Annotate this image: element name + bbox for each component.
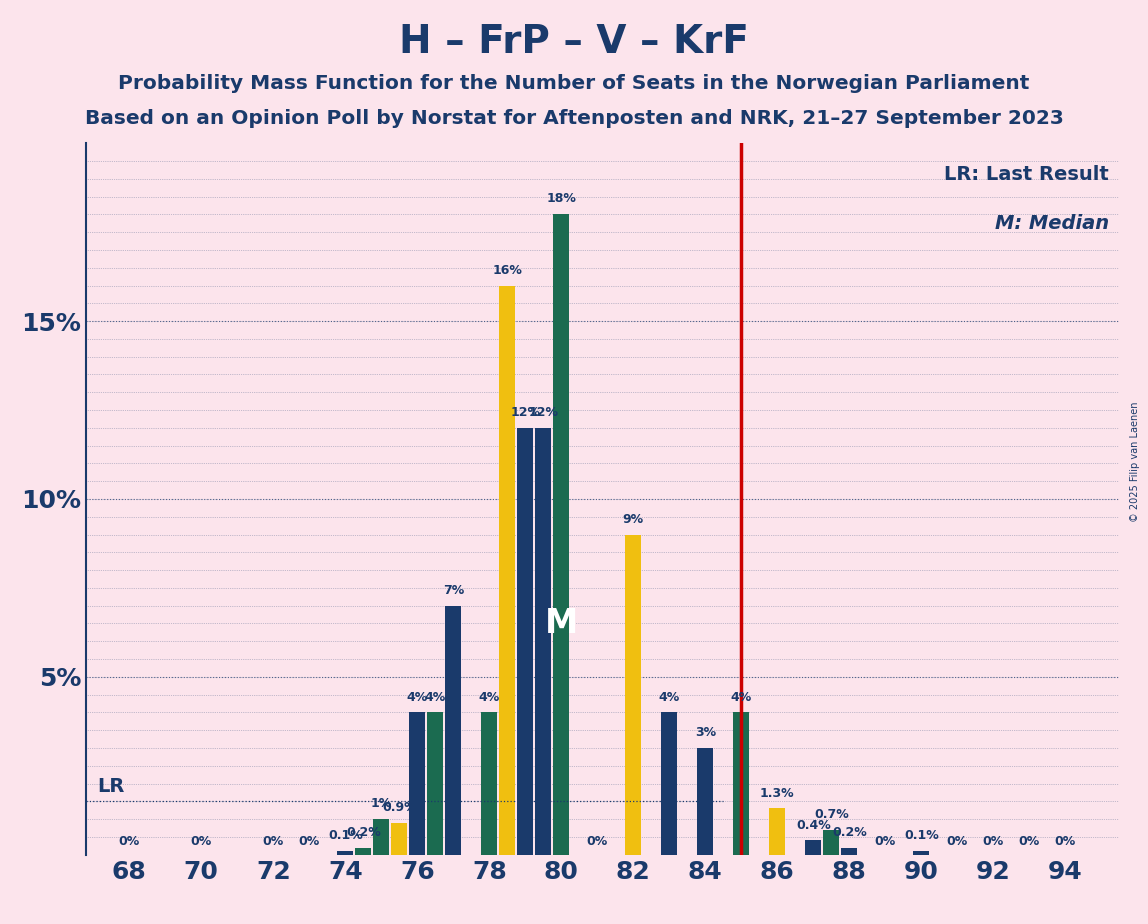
Text: 4%: 4% bbox=[659, 690, 680, 703]
Text: 0%: 0% bbox=[118, 835, 140, 848]
Text: 0.1%: 0.1% bbox=[328, 829, 363, 843]
Text: 3%: 3% bbox=[695, 726, 716, 739]
Text: 1.3%: 1.3% bbox=[760, 786, 794, 799]
Text: Probability Mass Function for the Number of Seats in the Norwegian Parliament: Probability Mass Function for the Number… bbox=[118, 74, 1030, 93]
Text: 4%: 4% bbox=[406, 690, 428, 703]
Text: 4%: 4% bbox=[425, 690, 445, 703]
Text: Based on an Opinion Poll by Norstat for Aftenposten and NRK, 21–27 September 202: Based on an Opinion Poll by Norstat for … bbox=[85, 109, 1063, 128]
Text: 0%: 0% bbox=[983, 835, 1003, 848]
Text: 7%: 7% bbox=[443, 584, 464, 597]
Bar bbox=[355, 847, 372, 855]
Text: 0.4%: 0.4% bbox=[796, 819, 831, 832]
Bar bbox=[391, 822, 408, 855]
Bar bbox=[823, 830, 839, 855]
Text: 4%: 4% bbox=[479, 690, 499, 703]
Bar bbox=[769, 808, 785, 855]
Bar bbox=[805, 841, 822, 855]
Bar bbox=[338, 851, 354, 855]
Text: © 2025 Filip van Laenen: © 2025 Filip van Laenen bbox=[1130, 402, 1140, 522]
Bar bbox=[481, 712, 497, 855]
Text: 0.2%: 0.2% bbox=[346, 826, 381, 839]
Text: 0%: 0% bbox=[191, 835, 212, 848]
Bar bbox=[535, 428, 551, 855]
Text: 0%: 0% bbox=[263, 835, 284, 848]
Bar bbox=[373, 820, 389, 855]
Bar bbox=[734, 712, 750, 855]
Text: M: Median: M: Median bbox=[995, 214, 1109, 234]
Text: 0%: 0% bbox=[1055, 835, 1076, 848]
Text: 0.2%: 0.2% bbox=[832, 826, 867, 839]
Text: 12%: 12% bbox=[511, 406, 541, 419]
Text: 0%: 0% bbox=[947, 835, 968, 848]
Text: M: M bbox=[544, 607, 577, 640]
Text: 0%: 0% bbox=[1018, 835, 1040, 848]
Bar bbox=[661, 712, 677, 855]
Bar bbox=[409, 712, 426, 855]
Bar bbox=[427, 712, 443, 855]
Text: 0.1%: 0.1% bbox=[903, 829, 939, 843]
Text: 0%: 0% bbox=[875, 835, 895, 848]
Text: LR: Last Result: LR: Last Result bbox=[944, 164, 1109, 184]
Text: 12%: 12% bbox=[528, 406, 558, 419]
Bar bbox=[553, 214, 569, 855]
Text: 9%: 9% bbox=[622, 513, 644, 526]
Bar bbox=[518, 428, 534, 855]
Text: H – FrP – V – KrF: H – FrP – V – KrF bbox=[400, 23, 748, 61]
Text: 0%: 0% bbox=[587, 835, 608, 848]
Text: 0%: 0% bbox=[298, 835, 320, 848]
Text: 0.7%: 0.7% bbox=[814, 808, 848, 821]
Text: 16%: 16% bbox=[492, 263, 522, 276]
Bar bbox=[499, 286, 515, 855]
Text: LR: LR bbox=[96, 777, 124, 796]
Text: 1%: 1% bbox=[371, 797, 391, 810]
Bar bbox=[445, 606, 461, 855]
Text: 4%: 4% bbox=[730, 690, 752, 703]
Bar bbox=[913, 851, 930, 855]
Bar bbox=[841, 847, 858, 855]
Bar bbox=[626, 534, 642, 855]
Text: 0.9%: 0.9% bbox=[382, 801, 417, 814]
Text: 18%: 18% bbox=[546, 192, 576, 205]
Bar bbox=[697, 748, 713, 855]
